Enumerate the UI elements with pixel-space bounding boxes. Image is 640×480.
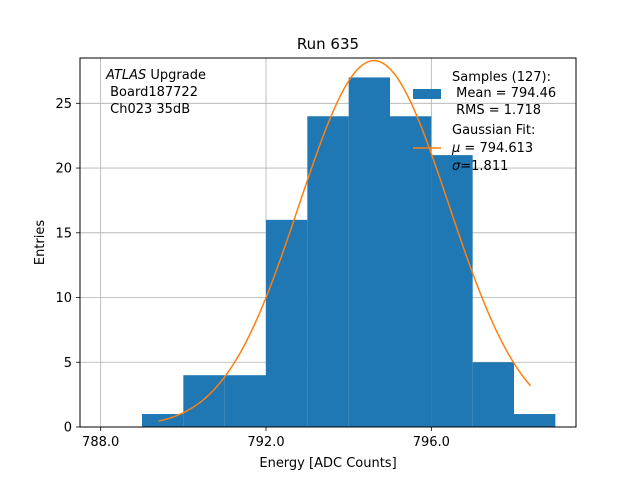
- y-tick-label: 15: [55, 226, 72, 241]
- legend-mu-symbol: μ: [451, 141, 460, 156]
- x-axis-label: Energy [ADC Counts]: [259, 456, 396, 471]
- gaussian-fit-curve: [158, 59, 532, 422]
- annotation-upgrade-word: Upgrade: [146, 68, 206, 83]
- y-tick-label: 0: [64, 421, 72, 436]
- annotation-atlas-word: ATLAS: [105, 68, 146, 83]
- annotation-line-1: ATLAS Upgrade: [105, 68, 206, 83]
- axis-ticks: 788.0 792.0 796.0 0 5 10 15 20 25: [55, 97, 449, 450]
- annotation-channel: Ch023 35dB: [106, 102, 190, 117]
- histogram-bar: [514, 414, 556, 427]
- legend-fit-sigma: σ=1.811: [452, 159, 508, 174]
- y-tick-label: 10: [55, 291, 72, 306]
- atlas-annotation: ATLAS Upgrade Board187722 Ch023 35dB: [105, 68, 206, 117]
- annotation-board: Board187722: [106, 85, 198, 100]
- legend-samples-title: Samples (127):: [452, 70, 551, 85]
- histogram-bar: [183, 375, 225, 427]
- histogram-bars: [142, 77, 556, 428]
- histogram-bar: [266, 219, 308, 427]
- legend-sigma-symbol: σ: [452, 159, 461, 174]
- x-tick-label: 796.0: [413, 435, 450, 450]
- chart-title: Run 635: [297, 35, 359, 53]
- legend-samples-swatch: [413, 89, 441, 99]
- histogram-bar: [307, 116, 349, 428]
- histogram-bar: [348, 77, 390, 427]
- legend-samples-mean: Mean = 794.46: [452, 86, 556, 101]
- histogram-bar: [390, 116, 432, 428]
- legend-fit-mu: μ = 794.613: [451, 141, 533, 156]
- legend-samples-rms: RMS = 1.718: [452, 103, 541, 118]
- plot-frame: [79, 57, 577, 428]
- legend: Samples (127): Mean = 794.46 RMS = 1.718…: [413, 70, 556, 174]
- legend-mu-value: = 794.613: [460, 141, 533, 156]
- y-tick-label: 5: [64, 356, 72, 371]
- y-tick-label: 20: [55, 162, 72, 177]
- legend-sigma-value: =1.811: [460, 159, 508, 174]
- x-tick-label: 788.0: [82, 435, 119, 450]
- y-axis-label: Entries: [33, 220, 48, 266]
- histogram-bar: [472, 362, 514, 427]
- y-tick-label: 25: [55, 97, 72, 112]
- histogram-bar: [224, 375, 266, 427]
- legend-fit-title: Gaussian Fit:: [452, 123, 535, 138]
- histogram-bar: [431, 155, 473, 427]
- x-tick-label: 792.0: [247, 435, 284, 450]
